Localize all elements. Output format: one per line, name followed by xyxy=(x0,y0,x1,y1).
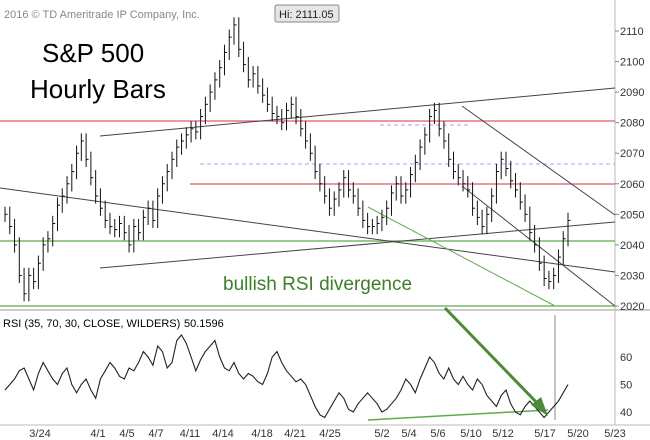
date-axis-tick-label: 5/2 xyxy=(374,428,389,440)
divergence-arrow-head xyxy=(531,397,548,416)
date-axis-tick-label: 4/11 xyxy=(180,428,201,440)
date-axis-tick-label: 5/20 xyxy=(567,428,588,440)
descending-trendline-long xyxy=(0,187,616,273)
price-axis-tick-label: 2040 xyxy=(620,240,644,252)
price-axis-tick-label: 2050 xyxy=(620,209,644,221)
date-axis-tick-label: 4/1 xyxy=(90,428,105,440)
date-axis-tick-label: 5/10 xyxy=(460,428,481,440)
date-axis-tick-label: 5/4 xyxy=(401,428,416,440)
date-axis-tick-label: 5/12 xyxy=(492,428,513,440)
hi-label-box xyxy=(274,4,340,23)
descending-channel-upper xyxy=(461,105,616,216)
date-axis-ticks: 3/24 4/1 4/5 4/7 4/11 4/14 4/18 4/21 4/25 5/2 5/4 5… xyxy=(29,428,625,440)
date-axis-tick-label: 4/14 xyxy=(212,428,233,440)
price-axis-tick-label: 2030 xyxy=(620,270,644,282)
chart-title-line1: S&P 500 xyxy=(42,38,144,68)
rsi-axis-tick-label: 40 xyxy=(620,407,632,419)
price-axis-tick-label: 2090 xyxy=(620,87,644,99)
price-axis-tick-label: 2110 xyxy=(620,26,644,38)
date-axis-tick-label: 4/21 xyxy=(284,428,305,440)
divergence-arrow-shaft xyxy=(443,306,542,408)
hi-label: Hi: 2111.05 xyxy=(279,9,334,21)
date-axis-tick-label: 5/23 xyxy=(604,428,625,440)
price-axis-tick-label: 2100 xyxy=(620,57,644,69)
date-axis-tick-label: 4/7 xyxy=(148,428,163,440)
divergence-annotation: bullish RSI divergence xyxy=(223,274,412,295)
rsi-axis-tick-label: 50 xyxy=(620,380,632,392)
date-axis-tick-label: 4/18 xyxy=(251,428,272,440)
price-bars xyxy=(4,17,571,302)
rsi-current-value: 50.1596 xyxy=(184,318,224,330)
price-panel xyxy=(0,0,615,308)
rsi-indicator-label: RSI (35, 70, 30, CLOSE, WILDERS) xyxy=(3,318,180,330)
date-axis-tick-label: 4/5 xyxy=(119,428,134,440)
price-axis-tick-label: 2060 xyxy=(620,179,644,191)
rsi-line xyxy=(4,334,569,419)
rsi-axis-tick-label: 60 xyxy=(620,352,632,364)
green-divergence-line-price xyxy=(367,206,556,307)
price-axis-tick-label: 2020 xyxy=(620,301,644,313)
chart-title-line2: Hourly Bars xyxy=(30,74,166,104)
green-divergence-line-rsi xyxy=(367,409,549,421)
copyright-text: 2016 © TD Ameritrade IP Company, Inc. xyxy=(4,9,200,21)
price-axis-tick-label: 2080 xyxy=(620,118,644,130)
date-axis-tick-label: 5/17 xyxy=(534,428,555,440)
descending-channel-lower xyxy=(461,185,616,307)
date-axis-tick-label: 3/24 xyxy=(29,428,50,440)
rsi-axis-ticks: 40 50 60 xyxy=(620,352,632,419)
lower-channel-trendline xyxy=(99,221,616,269)
price-axis-ticks: 2020 2030 2040 2050 2060 2070 2080 2090 2100 2110 xyxy=(615,26,644,313)
date-axis-tick-label: 4/25 xyxy=(319,428,340,440)
date-axis-tick-label: 5/6 xyxy=(430,428,445,440)
price-axis-tick-label: 2070 xyxy=(620,148,644,160)
